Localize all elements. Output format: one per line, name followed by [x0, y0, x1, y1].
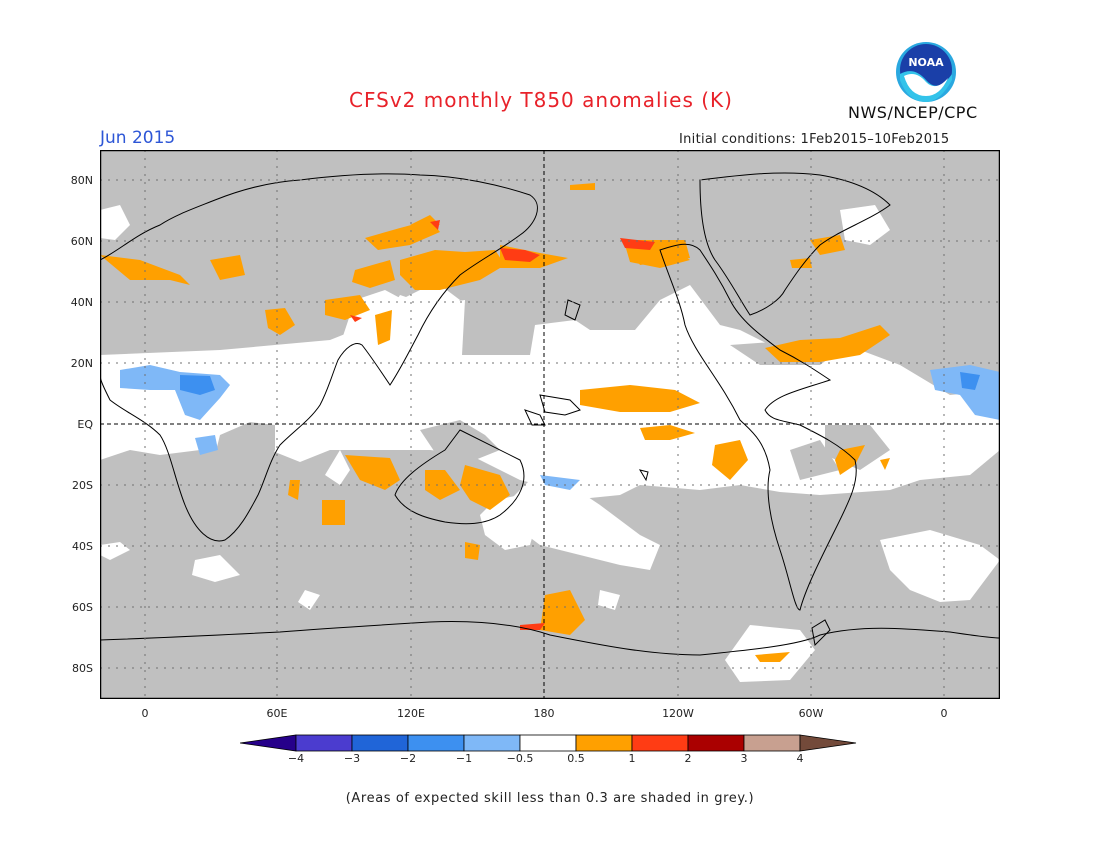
forecast-period: Jun 2015 [100, 128, 176, 148]
noaa-logo-icon: NOAA [896, 42, 956, 102]
coastlines [100, 172, 1000, 656]
lat-label: 20N [70, 357, 93, 370]
lon-label: 60W [798, 707, 824, 720]
graticule [100, 150, 1000, 699]
lon-label: 120W [662, 707, 694, 720]
map-border [100, 150, 1000, 699]
agency-label: NWS/NCEP/CPC [848, 103, 978, 122]
lat-label: 80S [72, 662, 93, 675]
anomaly-positive-05-1 [100, 183, 890, 662]
colorbar [240, 734, 857, 752]
colorbar-swatch [631, 734, 689, 752]
colorbar-tick-label: −3 [343, 752, 361, 765]
colorbar-tick-label: 1 [628, 752, 636, 765]
lon-label: 0 [940, 707, 948, 720]
colorbar-swatch [351, 734, 409, 752]
lat-label: 80N [70, 174, 93, 187]
colorbar-tick-label: 4 [796, 752, 804, 765]
lon-label: 180 [533, 707, 555, 720]
colorbar-swatch [687, 734, 745, 752]
colorbar-tick-label: −2 [399, 752, 417, 765]
colorbar-swatch [295, 734, 353, 752]
lat-label: 40N [70, 296, 93, 309]
colorbar-swatch [407, 734, 465, 752]
colorbar-swatch [799, 734, 857, 752]
anomaly-negative-1-2 [180, 372, 980, 395]
reference-lines [100, 150, 1000, 699]
colorbar-swatch [463, 734, 521, 752]
colorbar-swatch [240, 734, 297, 752]
svg-text:NOAA: NOAA [908, 56, 944, 69]
lon-label: 0 [141, 707, 149, 720]
map-title: CFSv2 monthly T850 anomalies (K) [349, 88, 733, 112]
colorbar-tick-label: 0.5 [567, 752, 585, 765]
colorbar-swatch [575, 734, 633, 752]
colorbar-tick-label: 2 [684, 752, 692, 765]
skill-footnote: (Areas of expected skill less than 0.3 a… [345, 791, 755, 806]
lat-label: 60S [72, 601, 93, 614]
colorbar-tick-label: 3 [740, 752, 748, 765]
anomaly-map [100, 150, 1000, 699]
colorbar-tick-label: −1 [455, 752, 473, 765]
colorbar-swatch [743, 734, 801, 752]
lat-label: 60N [70, 235, 93, 248]
colorbar-tick-label: −0.5 [506, 752, 534, 765]
neutral-regions [100, 205, 1000, 682]
lat-label: EQ [77, 418, 93, 431]
lon-label: 60E [266, 707, 288, 720]
initial-conditions: Initial conditions: 1Feb2015–10Feb2015 [679, 132, 950, 147]
colorbar-swatch [519, 734, 577, 752]
lat-label: 20S [72, 479, 93, 492]
colorbar-tick-label: −4 [287, 752, 305, 765]
lon-label: 120E [397, 707, 425, 720]
lat-label: 40S [72, 540, 93, 553]
